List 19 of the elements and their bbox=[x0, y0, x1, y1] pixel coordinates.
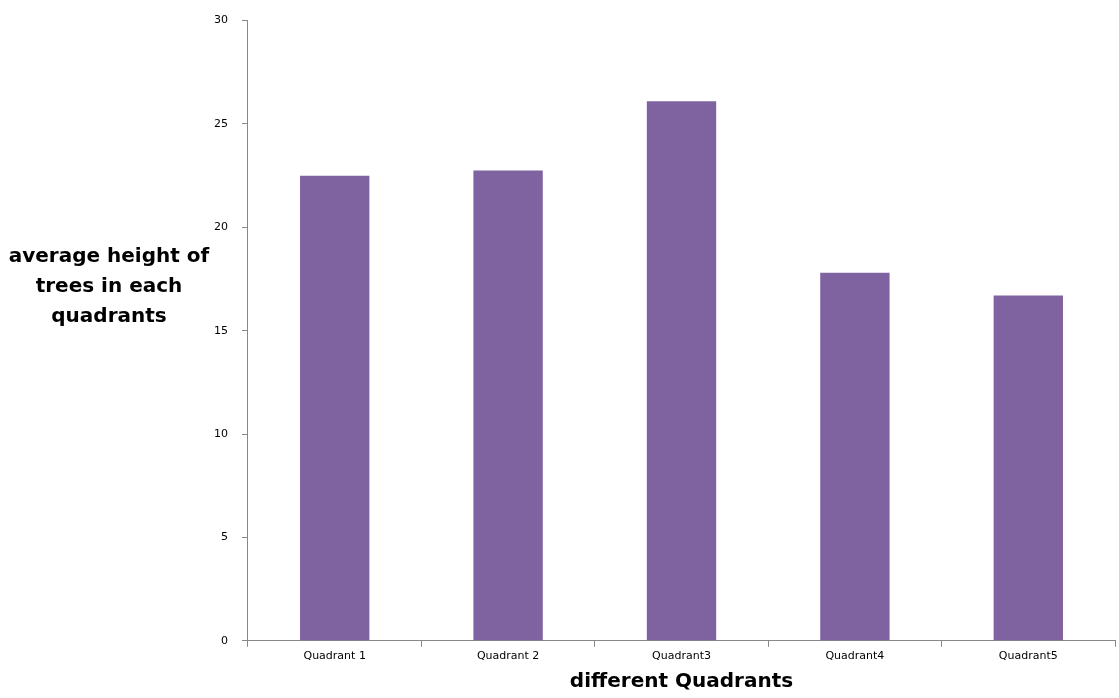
bar bbox=[473, 170, 543, 641]
x-axis-title: different Quadrants bbox=[569, 668, 794, 693]
bar bbox=[300, 175, 370, 641]
y-tick-label: 20 bbox=[214, 220, 228, 234]
x-tick-label: Quadrant 1 bbox=[303, 649, 366, 663]
bar bbox=[993, 295, 1063, 641]
y-tick-label: 30 bbox=[214, 13, 228, 27]
bar bbox=[820, 272, 890, 641]
y-tick-label: 15 bbox=[214, 323, 228, 337]
x-tick-label: Quadrant 2 bbox=[476, 649, 540, 663]
y-tick-label: 25 bbox=[214, 116, 228, 130]
x-tick-label: Quadrant3 bbox=[652, 649, 711, 663]
y-tick-label: 0 bbox=[221, 633, 228, 647]
x-tick-label: Quadrant4 bbox=[825, 649, 885, 663]
y-axis-title: average height of trees in each quadrants bbox=[7, 242, 211, 329]
y-tick-label: 10 bbox=[214, 426, 228, 440]
x-tick-label: Quadrant5 bbox=[998, 649, 1058, 663]
bar bbox=[646, 101, 717, 641]
y-tick-label: 5 bbox=[221, 530, 228, 544]
